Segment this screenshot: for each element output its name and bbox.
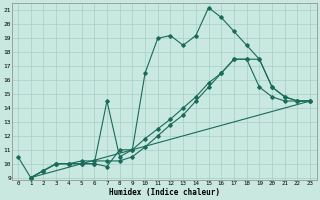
X-axis label: Humidex (Indice chaleur): Humidex (Indice chaleur)	[108, 188, 220, 197]
